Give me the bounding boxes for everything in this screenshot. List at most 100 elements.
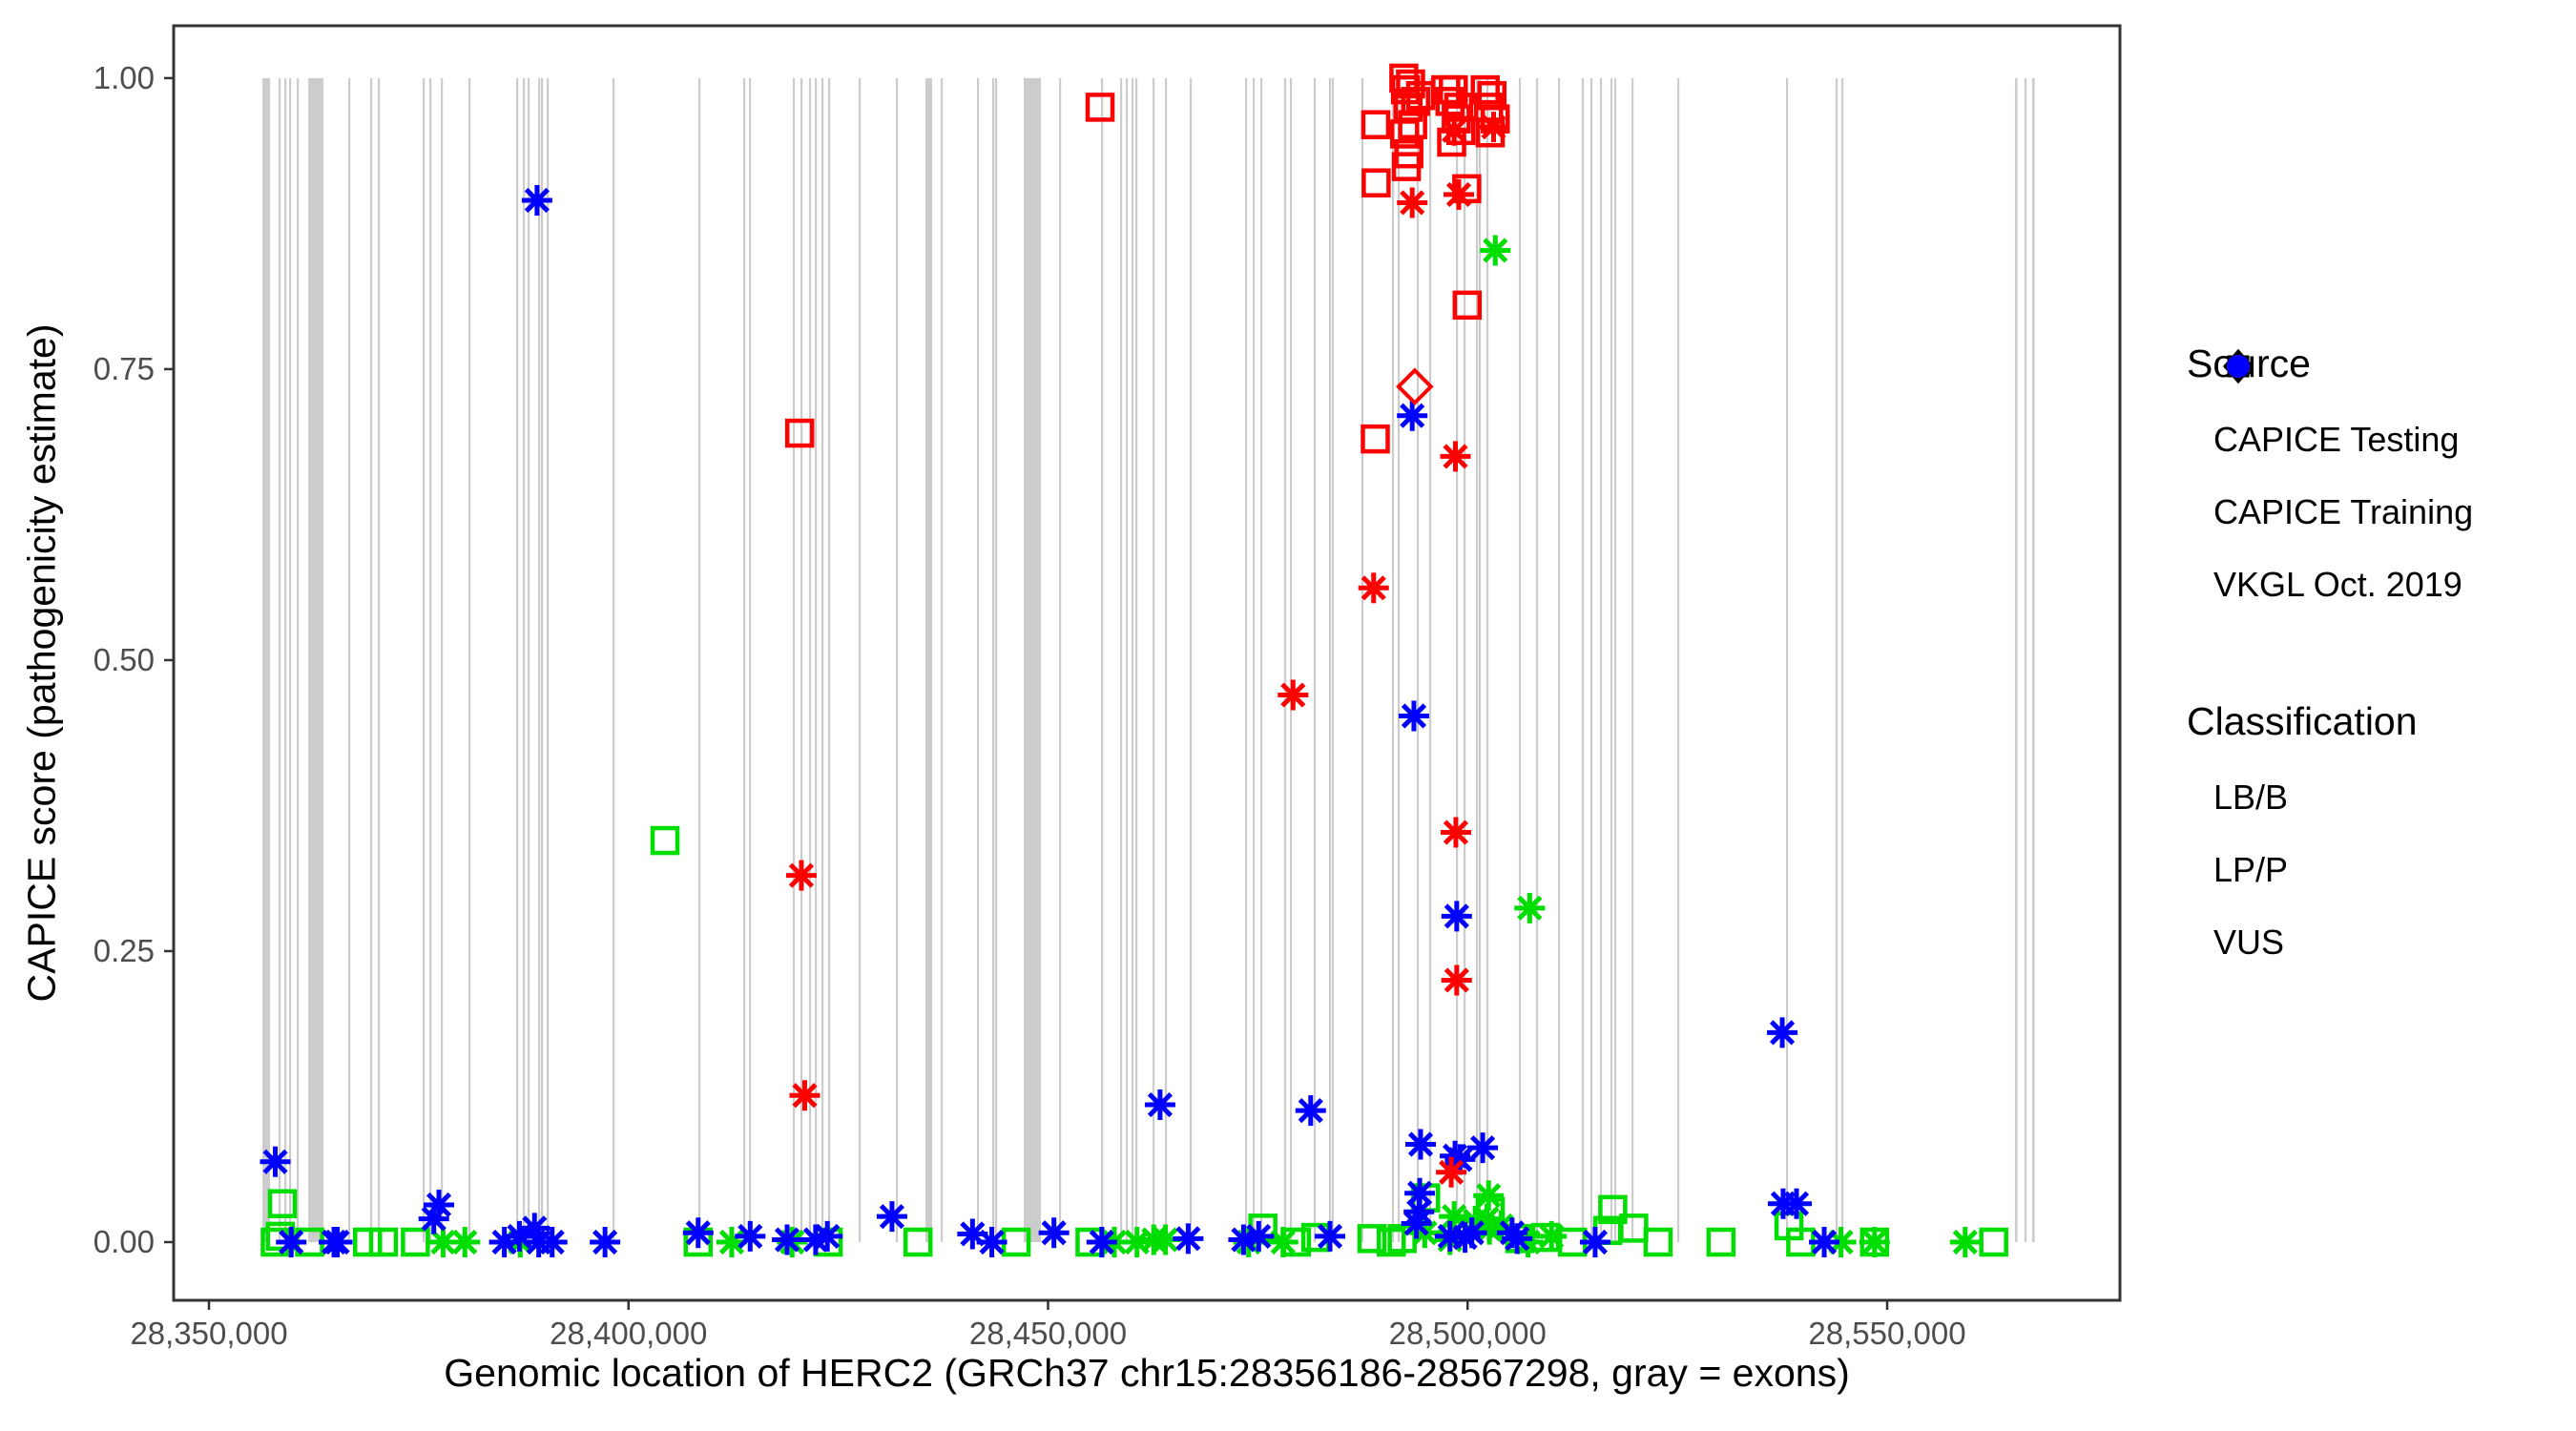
data-point-asterisk — [1439, 114, 1470, 146]
exon-bar — [1391, 77, 1395, 1242]
exon-bar — [1152, 77, 1155, 1242]
data-point-square — [650, 825, 680, 856]
exon-bar — [429, 77, 432, 1242]
exon-bar — [698, 77, 701, 1242]
exon-bar — [540, 77, 544, 1242]
exon-bar — [976, 77, 980, 1242]
data-point-asterisk — [1403, 1196, 1435, 1228]
data-point-asterisk — [1436, 1156, 1467, 1188]
data-point-asterisk — [1228, 1224, 1259, 1255]
data-point-asterisk — [1144, 1089, 1175, 1121]
data-point-asterisk — [1267, 1227, 1298, 1257]
exon-bar — [821, 77, 824, 1242]
legend-item-capice-testing: CAPICE Testing — [2187, 348, 2568, 476]
data-point-asterisk — [1440, 817, 1471, 848]
exon-bar — [1631, 77, 1634, 1242]
data-point-square — [1706, 1227, 1736, 1257]
exon-bar — [2024, 77, 2027, 1242]
data-point-square — [267, 1189, 298, 1218]
data-point-asterisk — [1439, 1201, 1470, 1233]
y-tick-label: 0.25 — [93, 933, 155, 968]
exon-bar — [262, 77, 271, 1242]
exon-bar — [1134, 77, 1138, 1242]
exon-bar — [924, 77, 932, 1242]
data-point-asterisk — [1441, 964, 1472, 996]
exon-bar — [1331, 77, 1335, 1242]
data-point-asterisk — [504, 1220, 535, 1252]
data-point-square — [1390, 119, 1420, 149]
data-point-asterisk — [1358, 572, 1389, 604]
data-point-asterisk — [1473, 1180, 1505, 1212]
data-point-asterisk — [1474, 1213, 1506, 1245]
exon-bar — [1589, 77, 1593, 1242]
exon-bar — [792, 77, 796, 1242]
exon-bar — [1428, 77, 1432, 1242]
data-point-asterisk — [1809, 1227, 1840, 1257]
data-point-square — [1357, 1224, 1387, 1254]
data-point-asterisk — [1397, 187, 1428, 218]
exon-bar — [1557, 77, 1561, 1242]
data-point-square — [1452, 290, 1483, 321]
y-tick-label: 0.75 — [93, 351, 155, 386]
data-point-square — [1470, 74, 1500, 105]
data-point-asterisk — [1444, 1144, 1476, 1175]
data-point-square — [1361, 110, 1391, 139]
data-point-asterisk — [418, 1203, 449, 1234]
exon-bar — [1581, 77, 1585, 1242]
exon-bar — [528, 77, 530, 1242]
data-point-square — [1361, 424, 1390, 454]
legend-label: CAPICE Testing — [2213, 420, 2460, 459]
exon-bar — [1485, 77, 1489, 1242]
data-point-asterisk — [1441, 901, 1472, 932]
legend-item-capice-training: CAPICE Training — [2187, 355, 2568, 549]
exon-bar — [348, 77, 351, 1242]
exon-bar — [441, 77, 444, 1242]
panel-border — [172, 24, 2122, 1302]
exon-bar — [516, 77, 519, 1242]
data-point-asterisk — [488, 1227, 520, 1257]
data-point-square — [1979, 1227, 2008, 1257]
exon-bar — [1397, 77, 1401, 1242]
exon-bar — [547, 77, 550, 1242]
exon-bar — [1785, 77, 1789, 1242]
exon-bar — [468, 77, 471, 1242]
x-axis-title: Genomic location of HERC2 (GRCh37 chr15:… — [444, 1351, 1850, 1395]
exon-bar — [308, 77, 324, 1242]
exon-bar — [1463, 77, 1466, 1242]
exon-bar — [1125, 77, 1129, 1242]
exon-bar — [378, 77, 381, 1242]
exon-bar — [1455, 77, 1459, 1242]
exon-bar — [742, 77, 746, 1242]
exon-bar — [994, 77, 998, 1242]
exon-bar — [279, 77, 281, 1242]
exon-bar — [1058, 77, 1062, 1242]
data-point-asterisk — [1514, 892, 1546, 923]
data-point-asterisk — [1456, 1217, 1487, 1249]
data-point-asterisk — [1398, 700, 1429, 732]
data-point-asterisk — [1397, 400, 1428, 431]
exon-bar — [297, 77, 300, 1242]
data-point-asterisk — [590, 1227, 621, 1257]
data-point-asterisk — [976, 1227, 1008, 1257]
exon-bar — [538, 77, 541, 1242]
exon-bar — [1101, 77, 1104, 1242]
x-tick-label: 28,450,000 — [969, 1316, 1127, 1351]
exon-bar — [613, 77, 615, 1242]
data-point-asterisk — [957, 1218, 988, 1250]
data-point-asterisk — [1401, 1208, 1432, 1239]
data-point-asterisk — [1781, 1188, 1812, 1219]
data-point-asterisk — [771, 1224, 802, 1255]
exon-bar — [1119, 77, 1123, 1242]
data-point-asterisk — [1150, 1224, 1181, 1255]
data-point-asterisk — [1478, 112, 1509, 143]
data-point-square — [1085, 93, 1115, 122]
data-point-asterisk — [876, 1201, 907, 1233]
exon-bar — [284, 77, 287, 1242]
data-point-asterisk — [1767, 1017, 1798, 1048]
data-point-asterisk — [1444, 178, 1475, 210]
data-point-square — [1401, 87, 1430, 116]
data-point-asterisk — [1480, 235, 1511, 266]
exon-bar — [2014, 77, 2018, 1242]
data-point-asterisk — [785, 860, 817, 891]
